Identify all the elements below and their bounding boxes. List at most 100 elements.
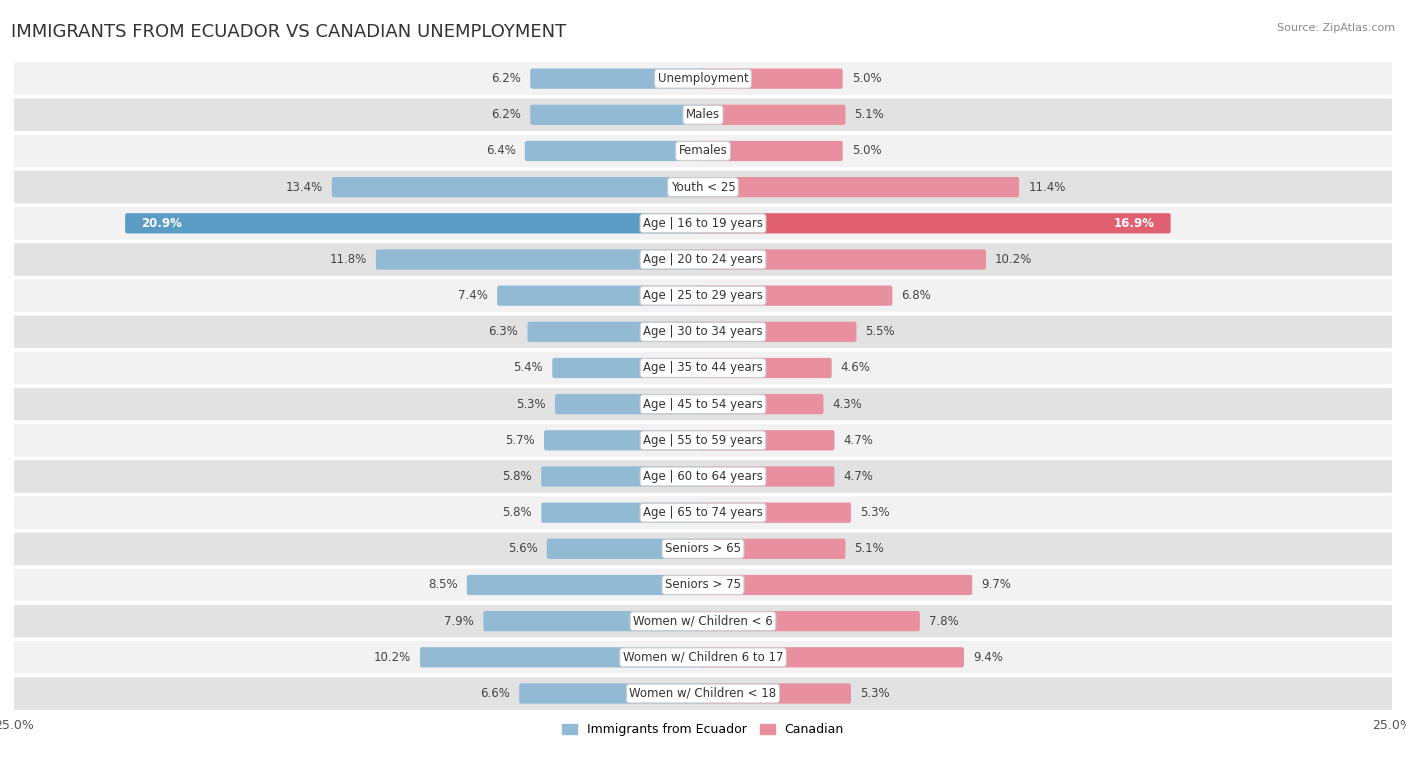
FancyBboxPatch shape (702, 539, 845, 559)
Text: 5.5%: 5.5% (866, 326, 896, 338)
FancyBboxPatch shape (14, 460, 1392, 493)
Text: Males: Males (686, 108, 720, 121)
FancyBboxPatch shape (527, 322, 704, 342)
Text: 6.4%: 6.4% (485, 145, 516, 157)
Text: 6.8%: 6.8% (901, 289, 931, 302)
Text: 20.9%: 20.9% (141, 217, 181, 230)
Text: Unemployment: Unemployment (658, 72, 748, 85)
FancyBboxPatch shape (14, 279, 1392, 312)
Text: 7.8%: 7.8% (929, 615, 959, 628)
FancyBboxPatch shape (702, 104, 845, 125)
Text: 5.4%: 5.4% (513, 362, 543, 375)
FancyBboxPatch shape (14, 388, 1392, 420)
Text: 5.8%: 5.8% (502, 470, 531, 483)
FancyBboxPatch shape (420, 647, 704, 668)
Text: 7.4%: 7.4% (458, 289, 488, 302)
FancyBboxPatch shape (702, 503, 851, 523)
FancyBboxPatch shape (14, 243, 1392, 276)
Text: 6.6%: 6.6% (481, 687, 510, 700)
FancyBboxPatch shape (702, 285, 893, 306)
Text: 4.3%: 4.3% (832, 397, 862, 410)
Text: 4.7%: 4.7% (844, 470, 873, 483)
Text: 5.8%: 5.8% (502, 506, 531, 519)
FancyBboxPatch shape (702, 647, 965, 668)
FancyBboxPatch shape (14, 424, 1392, 456)
FancyBboxPatch shape (702, 249, 986, 269)
FancyBboxPatch shape (14, 352, 1392, 385)
Text: Age | 30 to 34 years: Age | 30 to 34 years (643, 326, 763, 338)
FancyBboxPatch shape (375, 249, 704, 269)
Text: 7.9%: 7.9% (444, 615, 474, 628)
Text: IMMIGRANTS FROM ECUADOR VS CANADIAN UNEMPLOYMENT: IMMIGRANTS FROM ECUADOR VS CANADIAN UNEM… (11, 23, 567, 41)
FancyBboxPatch shape (702, 684, 851, 703)
FancyBboxPatch shape (14, 171, 1392, 204)
Text: 5.3%: 5.3% (516, 397, 546, 410)
Text: 4.7%: 4.7% (844, 434, 873, 447)
Text: Age | 25 to 29 years: Age | 25 to 29 years (643, 289, 763, 302)
Text: 9.4%: 9.4% (973, 651, 1002, 664)
Text: 5.3%: 5.3% (860, 687, 890, 700)
Text: 5.1%: 5.1% (855, 108, 884, 121)
FancyBboxPatch shape (467, 575, 704, 595)
Text: 13.4%: 13.4% (285, 181, 323, 194)
FancyBboxPatch shape (702, 611, 920, 631)
FancyBboxPatch shape (702, 177, 1019, 198)
FancyBboxPatch shape (14, 641, 1392, 674)
FancyBboxPatch shape (702, 430, 834, 450)
Text: 5.0%: 5.0% (852, 72, 882, 85)
Text: Age | 65 to 74 years: Age | 65 to 74 years (643, 506, 763, 519)
FancyBboxPatch shape (14, 497, 1392, 529)
FancyBboxPatch shape (541, 466, 704, 487)
FancyBboxPatch shape (553, 358, 704, 378)
Text: Age | 20 to 24 years: Age | 20 to 24 years (643, 253, 763, 266)
Text: Women w/ Children < 6: Women w/ Children < 6 (633, 615, 773, 628)
FancyBboxPatch shape (498, 285, 704, 306)
FancyBboxPatch shape (530, 104, 704, 125)
FancyBboxPatch shape (519, 684, 704, 703)
FancyBboxPatch shape (14, 98, 1392, 131)
FancyBboxPatch shape (702, 358, 832, 378)
Text: 6.3%: 6.3% (489, 326, 519, 338)
FancyBboxPatch shape (541, 503, 704, 523)
FancyBboxPatch shape (14, 605, 1392, 637)
Text: 5.0%: 5.0% (852, 145, 882, 157)
FancyBboxPatch shape (702, 575, 972, 595)
Text: Women w/ Children 6 to 17: Women w/ Children 6 to 17 (623, 651, 783, 664)
Legend: Immigrants from Ecuador, Canadian: Immigrants from Ecuador, Canadian (557, 718, 849, 741)
FancyBboxPatch shape (702, 322, 856, 342)
FancyBboxPatch shape (555, 394, 704, 414)
Text: 5.3%: 5.3% (860, 506, 890, 519)
Text: Women w/ Children < 18: Women w/ Children < 18 (630, 687, 776, 700)
FancyBboxPatch shape (702, 394, 824, 414)
Text: 4.6%: 4.6% (841, 362, 870, 375)
FancyBboxPatch shape (544, 430, 704, 450)
FancyBboxPatch shape (14, 135, 1392, 167)
FancyBboxPatch shape (547, 539, 704, 559)
FancyBboxPatch shape (332, 177, 704, 198)
Text: Youth < 25: Youth < 25 (671, 181, 735, 194)
FancyBboxPatch shape (530, 69, 704, 89)
Text: 6.2%: 6.2% (491, 108, 522, 121)
Text: 16.9%: 16.9% (1114, 217, 1154, 230)
FancyBboxPatch shape (702, 213, 1171, 233)
Text: 11.4%: 11.4% (1028, 181, 1066, 194)
Text: 11.8%: 11.8% (329, 253, 367, 266)
FancyBboxPatch shape (14, 569, 1392, 601)
Text: 9.7%: 9.7% (981, 578, 1011, 591)
FancyBboxPatch shape (14, 316, 1392, 348)
FancyBboxPatch shape (14, 533, 1392, 565)
Text: Age | 55 to 59 years: Age | 55 to 59 years (643, 434, 763, 447)
Text: 6.2%: 6.2% (491, 72, 522, 85)
FancyBboxPatch shape (14, 678, 1392, 710)
FancyBboxPatch shape (125, 213, 704, 233)
Text: Age | 60 to 64 years: Age | 60 to 64 years (643, 470, 763, 483)
FancyBboxPatch shape (14, 207, 1392, 239)
Text: Females: Females (679, 145, 727, 157)
Text: 5.7%: 5.7% (505, 434, 534, 447)
FancyBboxPatch shape (14, 62, 1392, 95)
Text: 5.6%: 5.6% (508, 542, 537, 556)
FancyBboxPatch shape (702, 141, 842, 161)
Text: Seniors > 65: Seniors > 65 (665, 542, 741, 556)
FancyBboxPatch shape (702, 466, 834, 487)
FancyBboxPatch shape (702, 69, 842, 89)
